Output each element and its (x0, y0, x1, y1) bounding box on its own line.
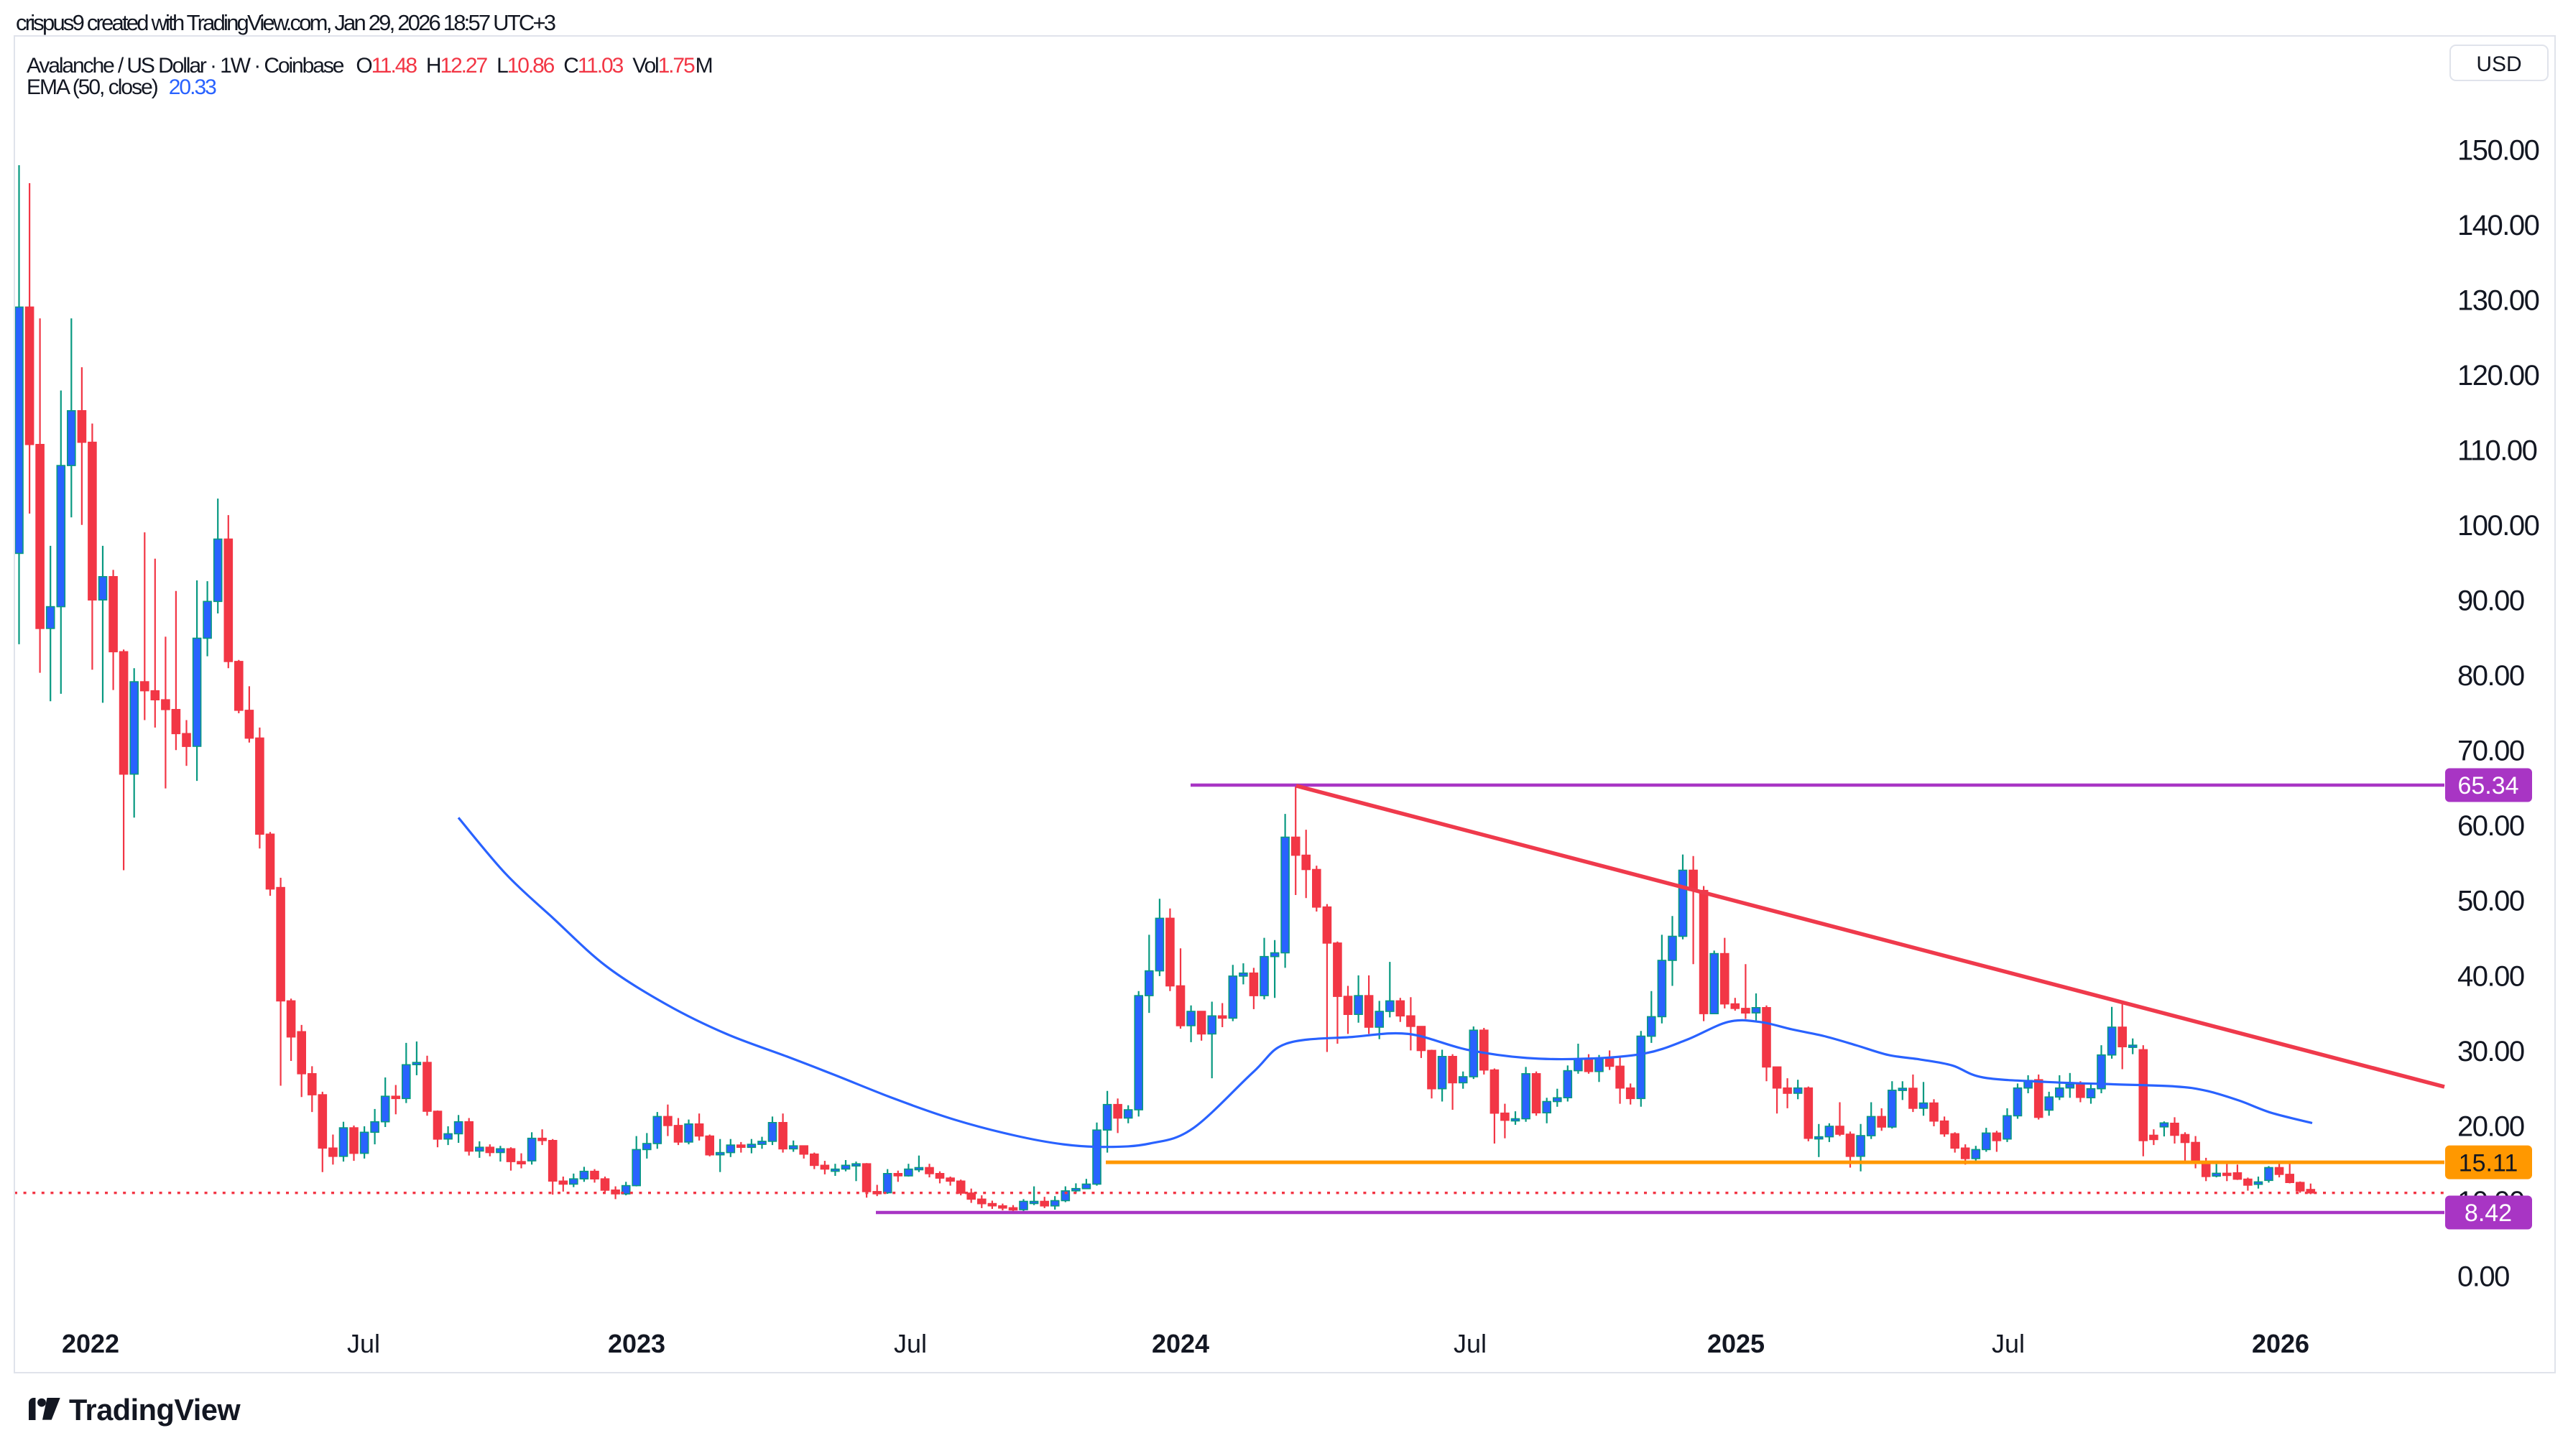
svg-text:Jul: Jul (1992, 1329, 2025, 1358)
svg-text:EMA (50, close)20.33: EMA (50, close) 20.33 (27, 75, 216, 99)
svg-text:120.00: 120.00 (2457, 360, 2539, 391)
svg-text:2024: 2024 (1152, 1329, 1209, 1358)
svg-text:Avalanche / US Dollar · 1W · C: Avalanche / US Dollar · 1W · Coinbase O11… (27, 54, 712, 78)
svg-text:0.00: 0.00 (2457, 1261, 2509, 1292)
svg-text:USD: USD (2476, 52, 2521, 76)
svg-text:150.00: 150.00 (2457, 134, 2539, 166)
svg-text:2025: 2025 (1707, 1329, 1765, 1358)
svg-text:TradingView: TradingView (69, 1393, 241, 1427)
svg-text:20.00: 20.00 (2457, 1110, 2524, 1142)
svg-text:100.00: 100.00 (2457, 510, 2539, 542)
svg-text:Jul: Jul (894, 1329, 927, 1358)
svg-text:2023: 2023 (608, 1329, 665, 1358)
svg-text:8.42: 8.42 (2465, 1200, 2512, 1227)
svg-text:80.00: 80.00 (2457, 660, 2524, 692)
svg-text:140.00: 140.00 (2457, 210, 2539, 241)
svg-text:crispus9 created with TradingV: crispus9 created with TradingView.com, J… (16, 10, 555, 35)
svg-text:110.00: 110.00 (2457, 435, 2537, 467)
svg-text:40.00: 40.00 (2457, 960, 2524, 992)
svg-text:50.00: 50.00 (2457, 886, 2524, 917)
svg-text:Jul: Jul (347, 1329, 380, 1358)
svg-text:130.00: 130.00 (2457, 285, 2539, 317)
svg-text:60.00: 60.00 (2457, 810, 2524, 842)
svg-text:Jul: Jul (1454, 1329, 1487, 1358)
svg-text:15.11: 15.11 (2459, 1149, 2518, 1177)
svg-text:70.00: 70.00 (2457, 736, 2524, 767)
svg-text:30.00: 30.00 (2457, 1036, 2524, 1067)
svg-text:2022: 2022 (62, 1329, 119, 1358)
svg-text:90.00: 90.00 (2457, 585, 2524, 617)
svg-text:65.34: 65.34 (2457, 772, 2518, 799)
svg-text:2026: 2026 (2252, 1329, 2309, 1358)
